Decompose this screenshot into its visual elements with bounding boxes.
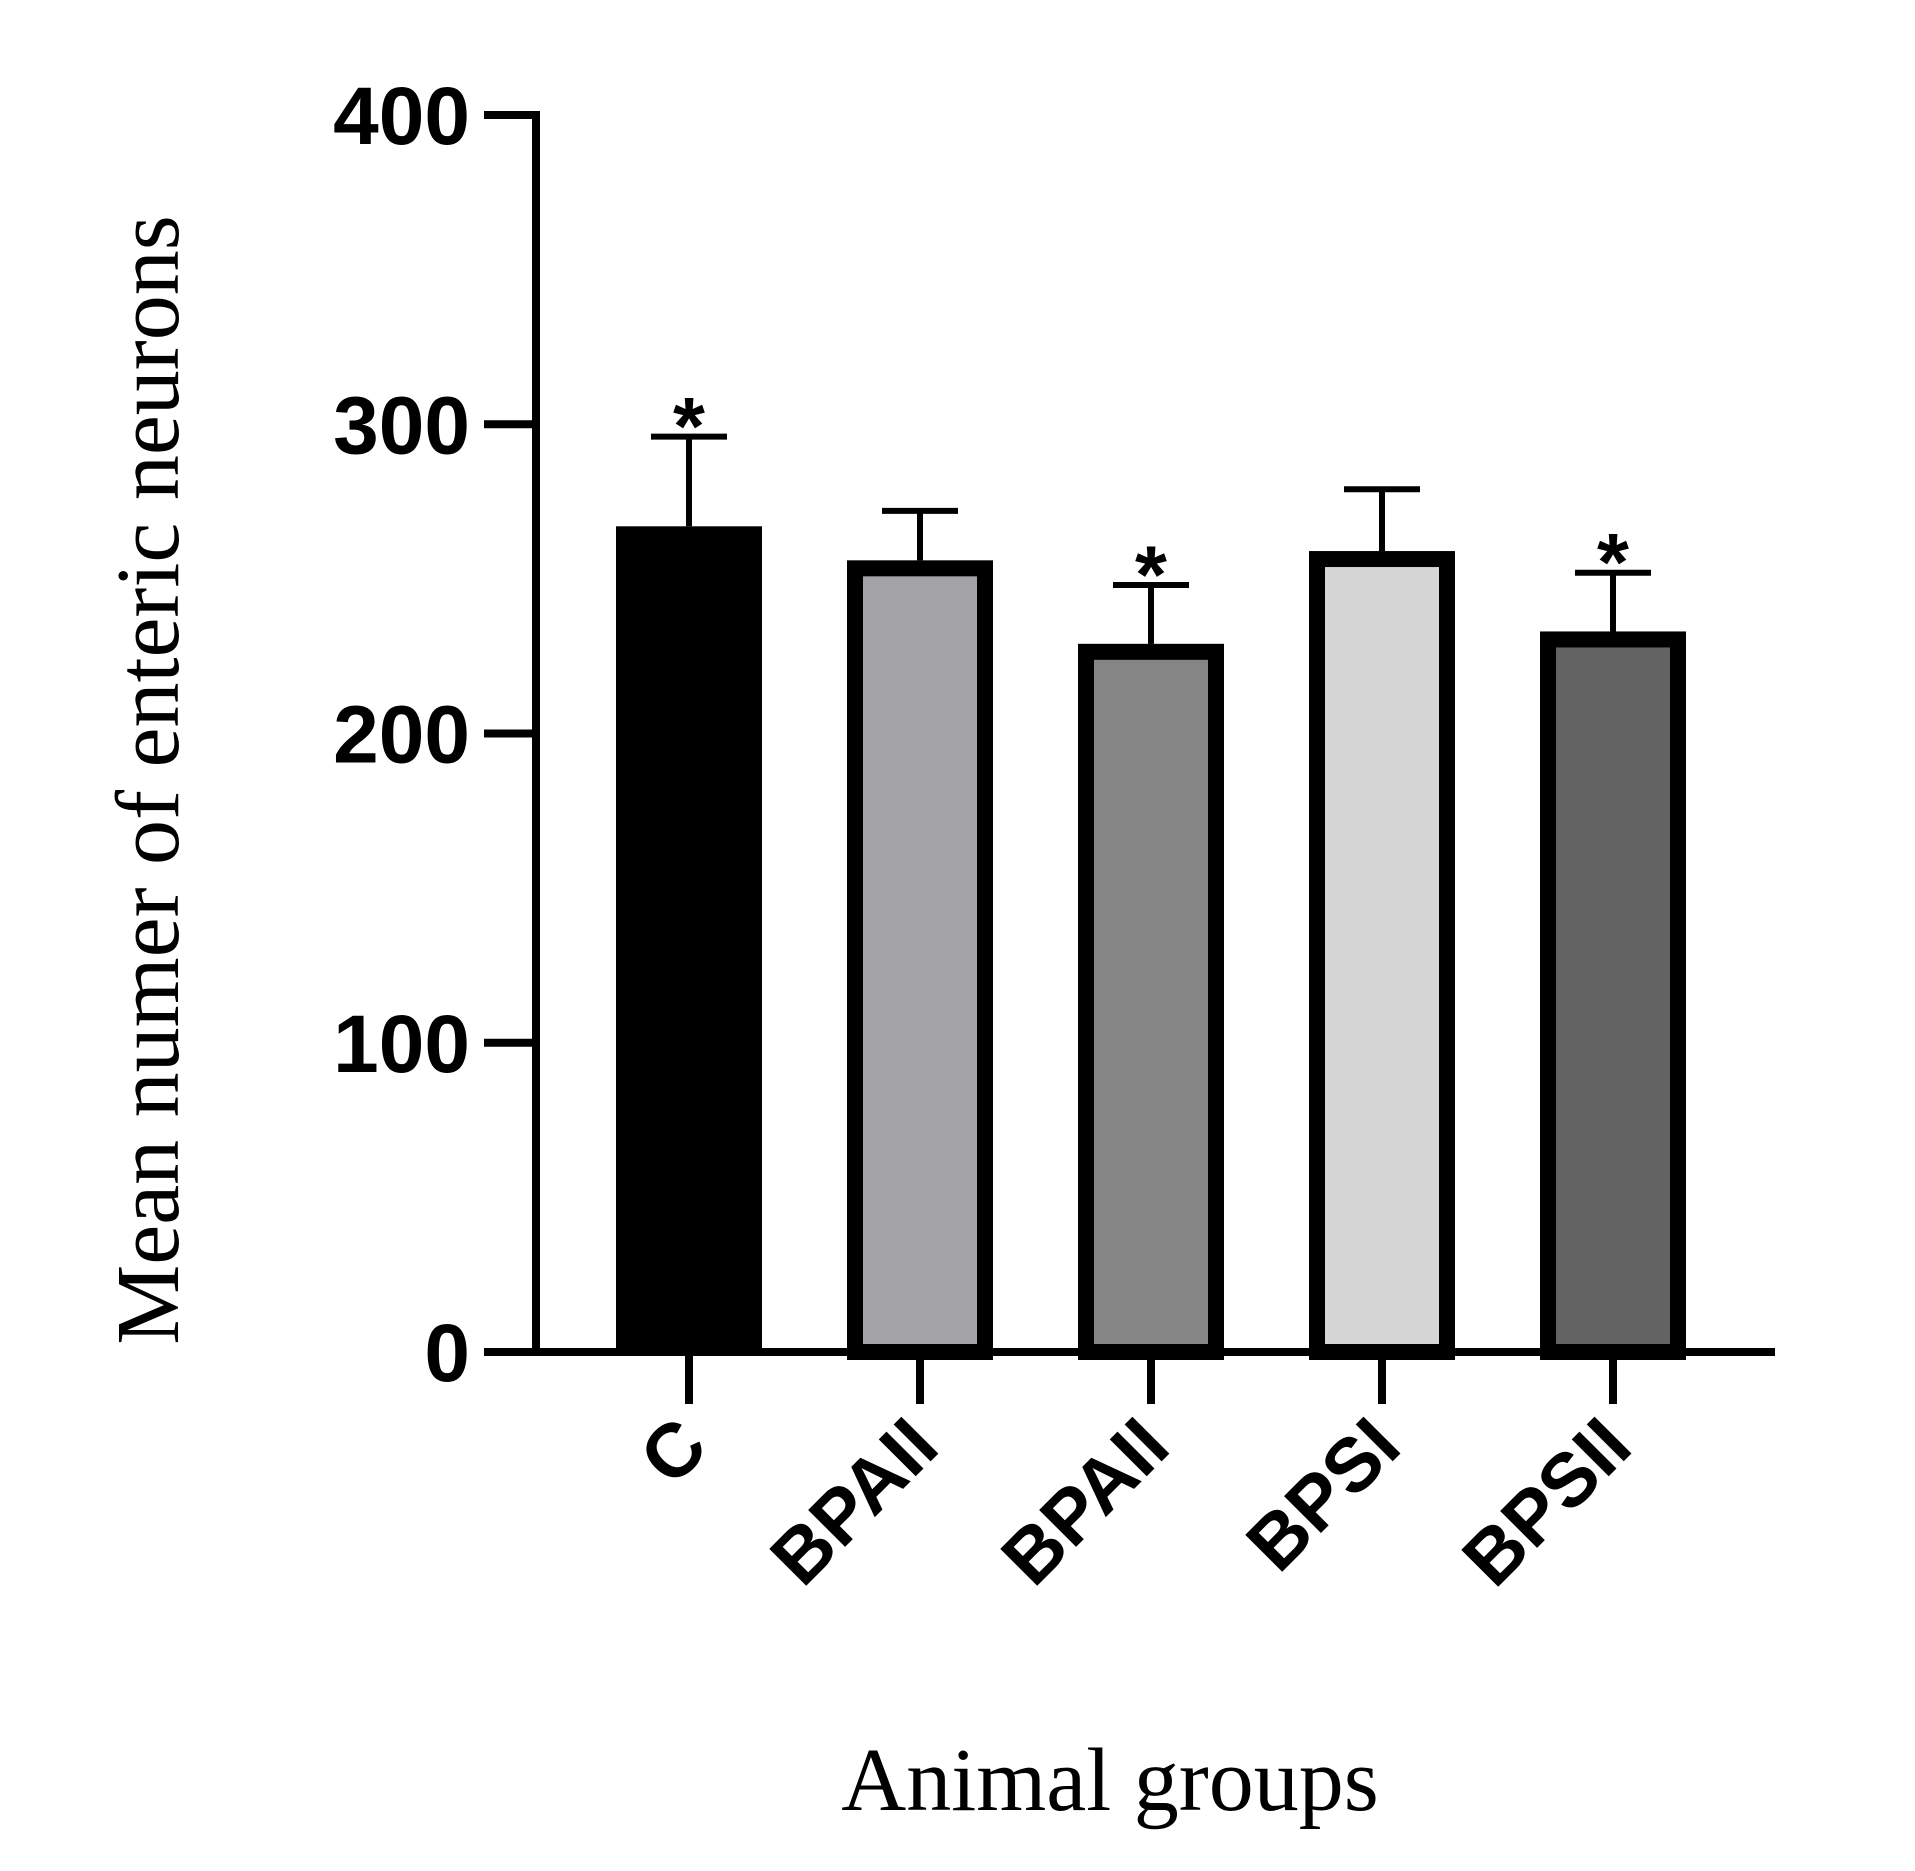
y-tick-label: 400 (333, 71, 470, 162)
significance-marker: * (1597, 518, 1629, 609)
bar (847, 560, 993, 1360)
y-tick-label: 100 (333, 999, 470, 1090)
x-tick-label: BPSI (1230, 1402, 1416, 1588)
x-tick-label: C (624, 1402, 723, 1501)
bars: * * * (616, 382, 1686, 1360)
bar (1309, 551, 1455, 1360)
x-axis-title: Animal groups (841, 1731, 1378, 1830)
x-tick-label: BPAII (755, 1402, 954, 1601)
y-axis-title: Mean numer of enteric neurons (99, 215, 198, 1345)
y-tick-label: 200 (333, 690, 470, 781)
bar (616, 526, 762, 1352)
x-axis: C BPAII BPAII BPSI BPSII (484, 1348, 1775, 1602)
x-tick-label: BPSII (1447, 1402, 1647, 1602)
y-tick-label: 0 (424, 1308, 470, 1399)
x-tick-label: BPAII (986, 1402, 1185, 1601)
significance-marker: * (673, 382, 705, 473)
y-axis: 0 100 200 300 400 (333, 71, 540, 1399)
significance-marker: * (1135, 530, 1167, 621)
bar (1540, 631, 1686, 1360)
y-tick-label: 300 (333, 380, 470, 471)
bar (1078, 643, 1224, 1360)
